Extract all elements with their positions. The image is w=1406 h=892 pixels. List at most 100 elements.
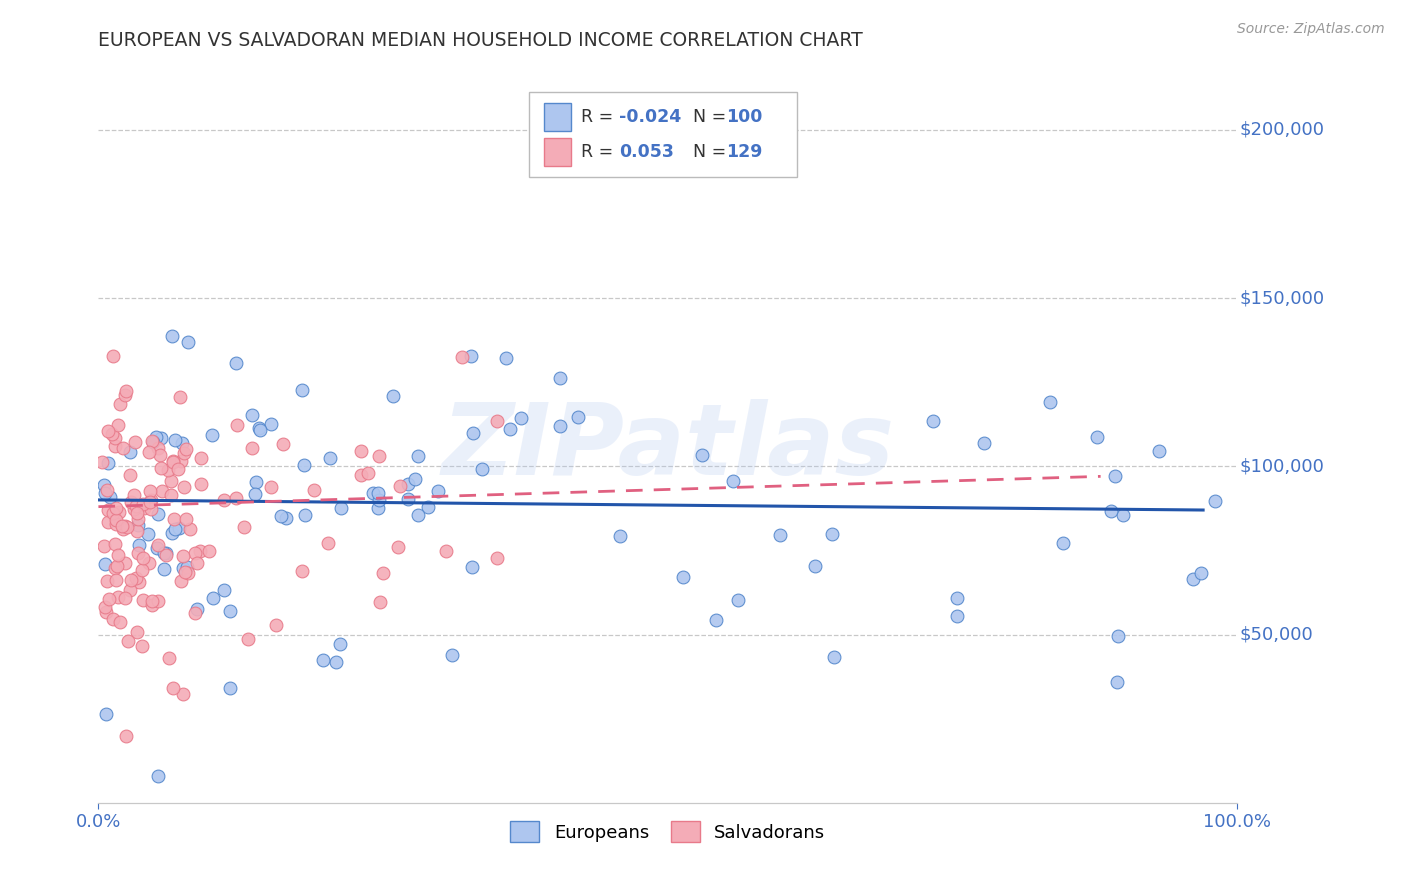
Text: $100,000: $100,000 [1240,458,1324,475]
Text: -0.024: -0.024 [619,108,681,127]
Point [245,487,267,501]
Point [101,612,124,626]
Point [945,591,967,606]
Point [188,543,211,558]
Point [105,500,128,515]
Point [302,483,325,498]
Text: ZIPatlas: ZIPatlas [441,399,894,496]
Point [609,529,631,543]
Point [153,562,176,576]
Point [690,448,713,462]
Point [567,410,589,425]
Point [101,506,124,520]
Point [291,564,314,578]
Point [128,575,150,590]
Point [1204,494,1226,508]
Point [356,467,378,481]
Point [329,637,352,651]
Point [94,599,117,614]
Point [111,519,134,533]
Point [93,477,115,491]
Point [160,328,183,343]
Point [93,539,115,553]
Point [387,541,409,555]
Point [706,613,728,627]
Point [94,605,117,619]
Point [155,548,177,562]
Point [177,334,200,349]
Point [152,546,174,560]
Point [104,431,127,445]
Point [148,769,170,783]
Point [107,590,129,604]
Point [160,475,183,489]
Point [104,513,127,527]
Point [174,512,197,526]
Point [127,511,149,525]
Point [240,442,263,456]
Point [96,483,118,498]
Point [672,570,695,584]
Point [172,561,194,575]
Point [111,522,134,536]
Point [150,483,173,498]
Point [97,503,120,517]
Point [146,538,169,552]
Point [177,566,200,581]
Point [325,655,347,669]
Point [105,574,128,588]
Point [721,475,744,489]
Point [131,563,153,577]
Point [1099,504,1122,518]
Point [141,593,163,607]
Point [1052,535,1074,549]
Point [946,609,969,624]
Point [127,546,149,560]
Point [104,537,127,551]
Point [138,556,160,570]
Point [727,593,749,607]
Point [426,484,449,499]
Point [131,497,153,511]
Point [136,526,159,541]
Point [172,436,194,450]
Point [319,450,342,465]
Point [396,492,419,507]
Point [105,559,128,574]
Point [139,492,162,507]
Text: $150,000: $150,000 [1240,289,1324,307]
Point [226,417,249,432]
Point [1189,566,1212,580]
Text: R =: R = [581,108,619,127]
Point [148,594,170,608]
Point [769,527,792,541]
Point [97,515,120,529]
Point [495,351,517,365]
Point [159,488,181,502]
Point [148,448,170,462]
Text: N =: N = [682,108,731,127]
Point [292,458,315,473]
Point [127,624,149,639]
Point [162,455,184,469]
FancyBboxPatch shape [544,103,571,131]
Point [132,592,155,607]
Point [821,526,844,541]
Point [173,446,195,460]
Point [404,472,426,486]
Point [219,604,242,618]
Point [183,546,205,560]
Point [381,389,404,403]
Point [218,681,240,695]
Point [550,418,572,433]
Point [104,560,127,574]
Point [139,494,162,508]
Point [186,556,208,570]
Point [117,634,139,648]
FancyBboxPatch shape [544,138,571,166]
Point [408,449,430,463]
Point [212,492,235,507]
Point [349,468,371,483]
Point [461,560,484,574]
Point [125,506,148,520]
